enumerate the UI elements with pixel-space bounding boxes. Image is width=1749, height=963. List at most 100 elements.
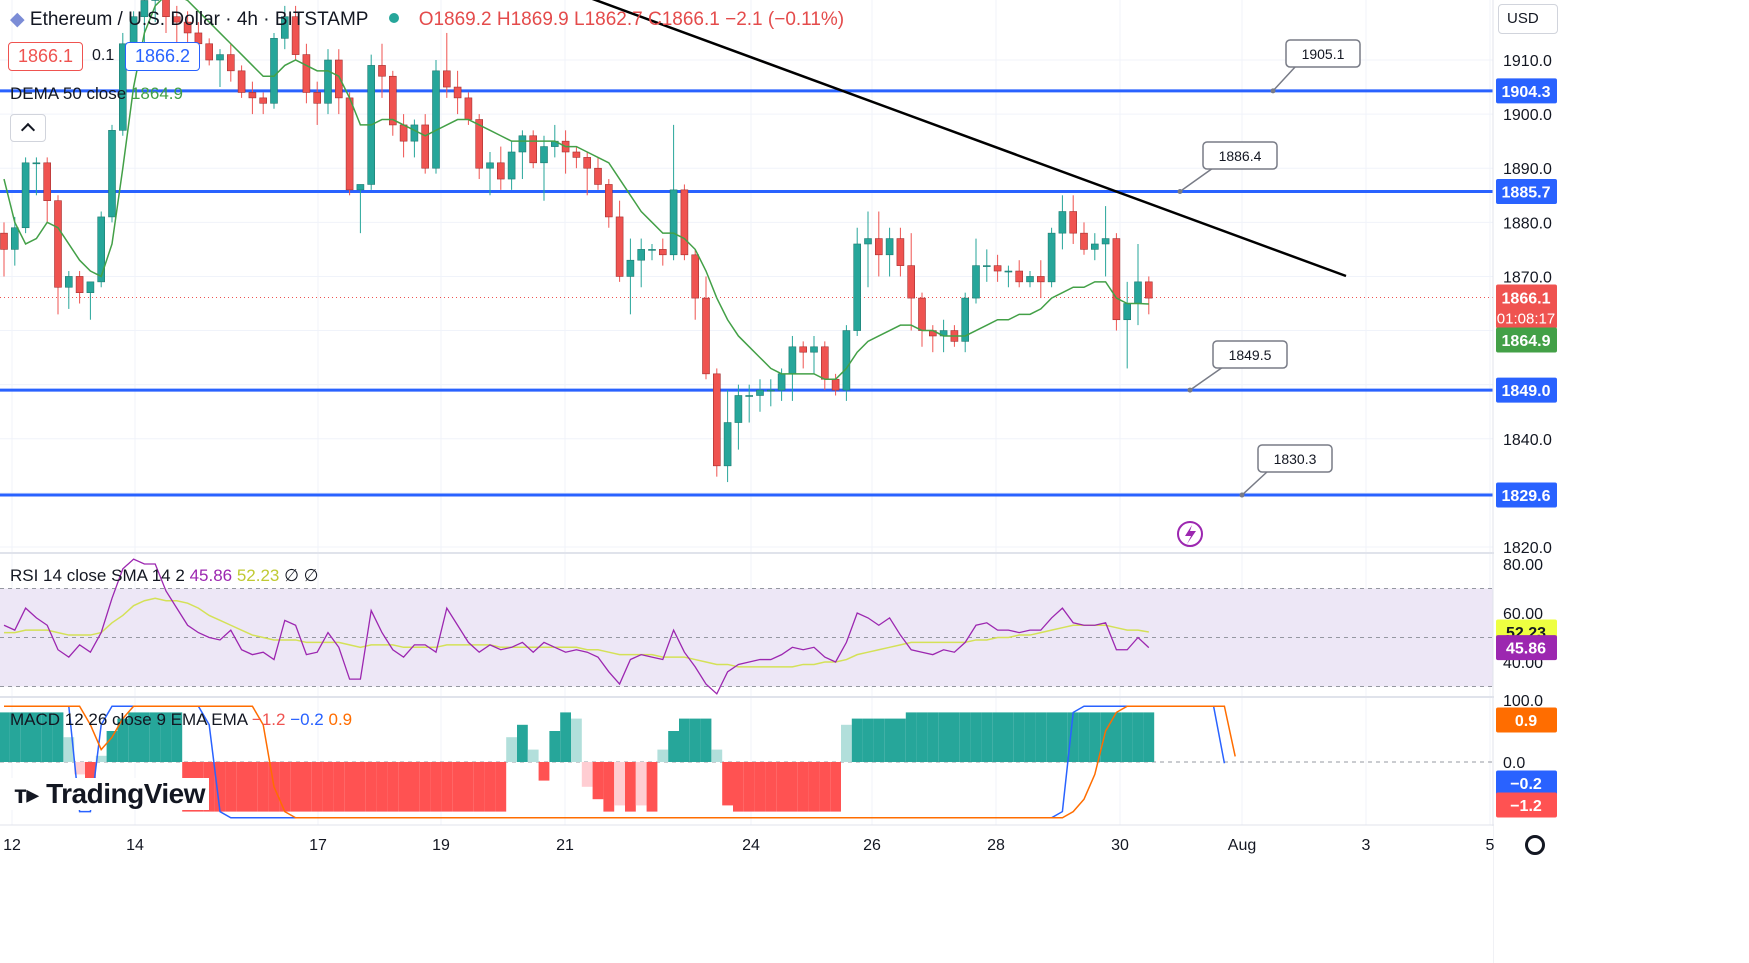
last-price-pill <box>1496 284 1557 329</box>
candle-body <box>1134 281 1142 304</box>
macd-histogram-bar <box>31 712 42 762</box>
callout-label: 1830.3 <box>1274 451 1317 467</box>
macd-histogram-bar <box>139 712 150 762</box>
macd-histogram-bar <box>311 762 323 812</box>
price-tick-label: 1880.0 <box>1503 215 1552 232</box>
candle-body <box>205 43 213 61</box>
candle-body <box>961 297 970 342</box>
candle-body <box>896 238 905 266</box>
macd-histogram-bar <box>635 762 647 806</box>
macd-histogram-bar <box>722 762 733 806</box>
callout-pointer <box>1241 470 1269 496</box>
time-tick-label: 3 <box>1362 837 1371 854</box>
macd-histogram-bar <box>1046 712 1057 762</box>
candle-body <box>691 254 700 299</box>
candle-body <box>529 135 538 164</box>
macd-line-value: −0.2 <box>290 710 324 729</box>
macd-histogram-bar <box>128 712 139 762</box>
macd-histogram-bar <box>646 762 658 812</box>
candle-body <box>885 238 894 256</box>
macd-histogram-bar <box>74 762 85 775</box>
macd-histogram-bar <box>776 762 787 812</box>
candle-body <box>712 373 721 467</box>
macd-histogram-bar <box>841 724 852 762</box>
price-tick-label: 1840.0 <box>1503 432 1552 449</box>
candle-body <box>21 162 30 229</box>
rsi-line <box>3 558 1150 695</box>
macd-line-pill <box>1496 770 1557 796</box>
flash-icon-bolt <box>1185 525 1196 544</box>
macd-histogram-bar <box>52 712 64 762</box>
time-tick-label: Aug <box>1228 837 1256 854</box>
macd-histogram-bar <box>1100 712 1111 762</box>
candle-body <box>119 43 127 131</box>
macd-histogram-bar <box>495 762 507 812</box>
macd-histogram-bar <box>419 762 431 812</box>
callout-anchor <box>1177 188 1183 194</box>
bid-price-box[interactable]: 1866.1 <box>8 42 84 71</box>
macd-histogram-bar <box>527 749 539 762</box>
callout-box <box>1285 39 1361 68</box>
macd-histogram-bar <box>981 712 993 762</box>
macd-histogram-bar <box>884 718 895 762</box>
candle-body <box>507 151 516 180</box>
candle-body <box>464 97 473 120</box>
macd-histogram-bar <box>430 762 442 812</box>
symbol-title[interactable]: Ethereum / U.S. Dollar · 4h · BITSTAMP <box>29 9 369 30</box>
time-tick-label: 5 <box>1486 837 1495 854</box>
candle-body <box>982 265 991 267</box>
macd-histogram-bar <box>549 731 561 762</box>
macd-histogram-bar <box>409 762 420 812</box>
currency-button[interactable]: USD <box>1498 4 1558 34</box>
macd-histogram-bar <box>376 762 388 812</box>
candle-body <box>1123 303 1131 321</box>
collapse-legend-button[interactable] <box>10 114 46 142</box>
macd-histogram-bar <box>679 718 690 762</box>
candle-body <box>583 157 592 169</box>
candle-body <box>1004 270 1013 273</box>
candle-body <box>453 86 462 99</box>
macd-histogram-bar <box>506 737 517 762</box>
last-price-text: 1866.1 <box>1502 291 1551 308</box>
macd-histogram-bar <box>787 762 798 812</box>
ask-price-box[interactable]: 1866.2 <box>125 42 201 71</box>
macd-histogram-bar <box>1143 712 1155 762</box>
candle-body <box>432 70 440 169</box>
macd-tick-label: 0.0 <box>1503 755 1525 772</box>
dema-label: DEMA 50 close <box>10 84 127 103</box>
settings-button[interactable] <box>1521 832 1549 856</box>
dema-legend[interactable]: DEMA 50 close 1864.9 <box>10 84 183 104</box>
level-price-pill <box>1496 482 1557 508</box>
candle-body <box>313 92 322 104</box>
candle-body <box>86 281 95 293</box>
rsi-legend[interactable]: RSI 14 close SMA 14 2 45.86 52.23 ∅ ∅ <box>10 566 318 586</box>
candle-body <box>324 59 332 104</box>
macd-histogram-bar <box>959 712 971 762</box>
tradingview-logo[interactable]: ᴛ▸ TradingView <box>10 778 209 810</box>
candle-body <box>442 70 451 88</box>
macd-histogram-bar <box>387 762 399 812</box>
candle-body <box>399 124 408 142</box>
macd-histogram-bar <box>95 755 107 762</box>
macd-histogram-bar <box>1003 712 1014 762</box>
candle-body <box>486 162 494 169</box>
macd-histogram-bar <box>1057 712 1068 762</box>
macd-histogram-bar <box>560 712 571 762</box>
ohlc-low: L1862.7 <box>574 9 643 30</box>
dema-price-pill-text: 1864.9 <box>1502 333 1551 350</box>
level-price-pill <box>1496 377 1557 403</box>
candle-body <box>259 97 268 104</box>
macd-histogram-bar <box>1078 712 1090 762</box>
candle-body <box>734 395 743 423</box>
callout-pointer <box>1179 167 1214 193</box>
time-tick-label: 30 <box>1111 837 1129 854</box>
macd-hist-pill-text: −1.2 <box>1510 798 1542 815</box>
candle-body <box>853 243 862 331</box>
macd-histogram-bar <box>1035 712 1047 762</box>
macd-histogram-bar <box>20 712 31 762</box>
macd-histogram-bar <box>754 762 766 812</box>
macd-histogram-bar <box>581 762 593 787</box>
macd-signal-pill-text: 0.9 <box>1515 713 1537 730</box>
macd-legend[interactable]: MACD 12 26 close 9 EMA EMA −1.2 −0.2 0.9 <box>10 710 352 730</box>
